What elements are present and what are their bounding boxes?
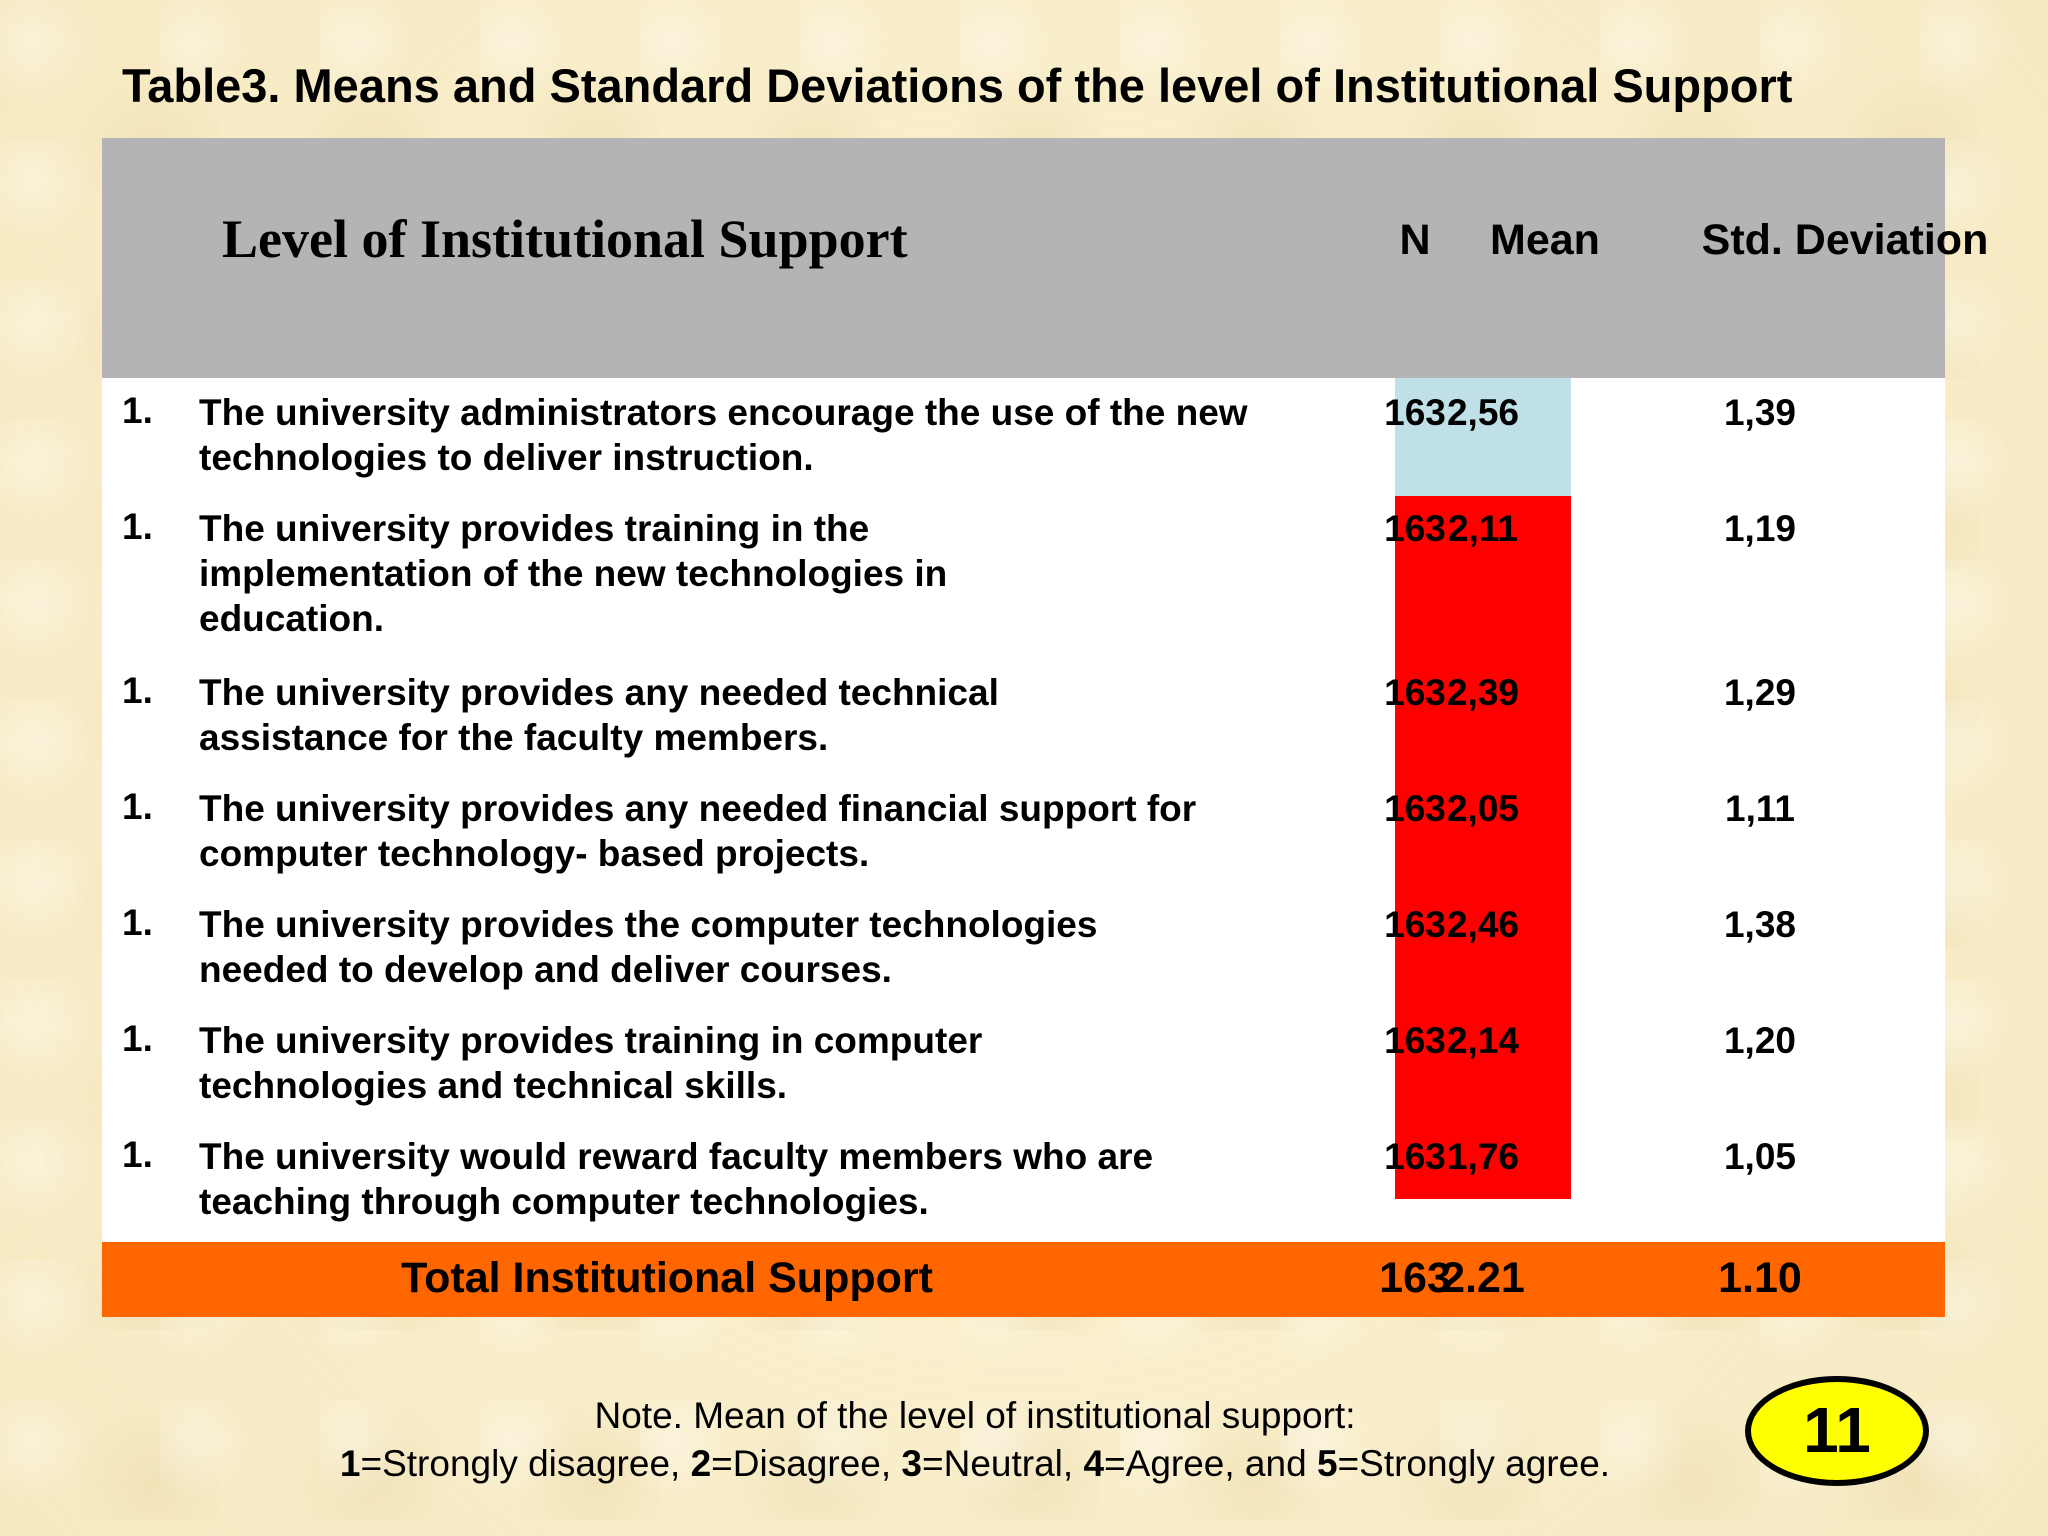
row-mean: 2,46 [1446,904,1519,945]
row-n: 163 [1384,788,1446,829]
row-std-deviation: 1,39 [1723,392,1796,433]
row-mean: 2,14 [1446,1020,1519,1061]
row-std-deviation: 1,05 [1723,1136,1796,1177]
scale-label: =Agree, and [1104,1443,1317,1484]
row-statement: The university provides any needed finan… [199,788,1197,874]
row-number: 1. [122,786,153,827]
header-n: N [1399,216,1431,264]
scale-label: =Disagree, [711,1443,902,1484]
row-mean: 2,05 [1446,788,1519,829]
scale-value: 2 [690,1443,712,1484]
row-n: 163 [1384,1136,1446,1177]
row-std-deviation: 1,29 [1723,672,1796,713]
row-mean: 2,56 [1446,392,1519,433]
row-number: 1. [122,902,153,943]
row-number: 1. [122,390,153,431]
scale-value: 3 [901,1443,922,1484]
row-mean: 1,76 [1446,1136,1519,1177]
row-n: 163 [1384,392,1446,433]
row-mean: 2,39 [1446,672,1519,713]
row-std-deviation: 1,11 [1725,788,1795,829]
scale-note: Note. Mean of the level of institutional… [200,1392,1750,1488]
total-label: Total Institutional Support [401,1254,933,1302]
header-mean: Mean [1490,216,1600,264]
table-title: Table3. Means and Standard Deviations of… [122,59,1793,112]
row-std-deviation: 1,38 [1723,904,1796,945]
row-n: 163 [1384,1020,1446,1061]
table-header: Level of Institutional Support N Mean St… [102,138,1988,378]
header-statement: Level of Institutional Support [222,209,908,269]
note-intro: Note. Mean of the level of institutional… [594,1395,1356,1436]
total-n: 163 [1379,1254,1451,1302]
row-statement: The university would reward faculty memb… [199,1136,1154,1222]
header-std-deviation: Std. Deviation [1701,216,1989,264]
row-mean: 2,11 [1448,508,1518,549]
total-std-deviation: 1.10 [1718,1254,1802,1302]
row-std-deviation: 1,19 [1723,508,1796,549]
scale-value: 1 [339,1443,361,1484]
total-row: Total Institutional Support 163 2.21 1.1… [102,1242,1945,1317]
row-statement: The university provides training in the … [199,508,948,639]
scale-label: =Strongly disagree, [360,1443,691,1484]
row-statement: The university provides the computer tec… [199,904,1098,990]
row-statement: The university provides any needed techn… [199,672,999,758]
row-std-deviation: 1,20 [1723,1020,1796,1061]
row-number: 1. [122,506,153,547]
mean-highlight-red [1395,496,1571,1199]
scale-value: 5 [1316,1443,1338,1484]
row-number: 1. [122,1018,153,1059]
scale-value: 4 [1083,1443,1105,1484]
note-scale: 1=Strongly disagree, 2=Disagree, 3=Neutr… [200,1440,1750,1488]
row-statement: The university administrators encourage … [199,392,1248,478]
row-number: 1. [122,1134,153,1175]
row-statement: The university provides training in comp… [199,1020,983,1106]
scale-label: =Strongly agree. [1337,1443,1611,1484]
total-mean: 2.21 [1441,1254,1525,1302]
institutional-support-table: Level of Institutional Support N Mean St… [102,138,1988,1317]
page-number-badge: 11 [1745,1376,1929,1486]
mean-highlight-blue [1395,378,1571,496]
row-number: 1. [122,670,153,711]
row-n: 163 [1384,904,1446,945]
row-n: 163 [1384,508,1446,549]
scale-label: =Neutral, [922,1443,1084,1484]
row-n: 163 [1384,672,1446,713]
